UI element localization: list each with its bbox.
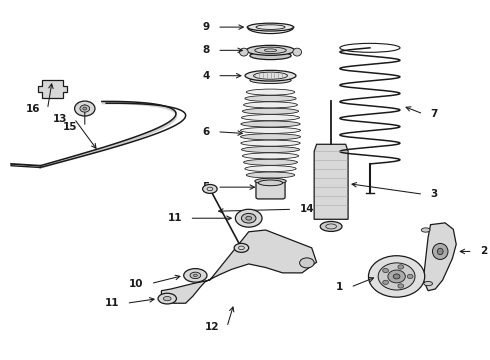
Ellipse shape: [243, 108, 298, 114]
Text: 2: 2: [480, 247, 487, 256]
Ellipse shape: [246, 89, 295, 95]
Text: 4: 4: [202, 71, 210, 81]
Ellipse shape: [244, 102, 297, 108]
Ellipse shape: [246, 216, 251, 220]
Ellipse shape: [241, 121, 300, 127]
Ellipse shape: [244, 159, 297, 165]
Ellipse shape: [241, 127, 300, 134]
Ellipse shape: [245, 166, 296, 172]
Circle shape: [383, 280, 389, 284]
Text: 1: 1: [336, 282, 343, 292]
Polygon shape: [38, 80, 67, 98]
Text: 15: 15: [63, 122, 77, 132]
Ellipse shape: [320, 221, 342, 231]
Ellipse shape: [158, 293, 176, 304]
Ellipse shape: [194, 274, 197, 276]
Ellipse shape: [74, 101, 95, 116]
Ellipse shape: [293, 48, 301, 56]
Ellipse shape: [250, 77, 291, 84]
Text: 9: 9: [203, 22, 210, 32]
Ellipse shape: [83, 107, 87, 110]
Ellipse shape: [240, 48, 248, 56]
Text: 5: 5: [203, 182, 210, 192]
Ellipse shape: [245, 70, 296, 81]
Ellipse shape: [80, 105, 90, 112]
Ellipse shape: [203, 184, 217, 193]
Circle shape: [407, 274, 413, 279]
Ellipse shape: [241, 140, 300, 146]
Circle shape: [383, 269, 389, 273]
Ellipse shape: [163, 296, 171, 301]
Text: 12: 12: [205, 322, 220, 332]
Circle shape: [398, 265, 404, 269]
Text: 10: 10: [129, 279, 144, 289]
Text: 14: 14: [299, 204, 314, 214]
Ellipse shape: [242, 114, 299, 121]
Text: 16: 16: [25, 104, 40, 114]
Ellipse shape: [437, 248, 443, 255]
Ellipse shape: [241, 134, 300, 140]
Circle shape: [388, 270, 405, 283]
Ellipse shape: [246, 45, 295, 55]
Ellipse shape: [245, 95, 296, 102]
Ellipse shape: [190, 272, 201, 279]
Text: 13: 13: [52, 113, 67, 123]
Circle shape: [368, 256, 425, 297]
Text: 6: 6: [203, 127, 210, 137]
Text: 11: 11: [168, 213, 182, 223]
Ellipse shape: [242, 147, 299, 153]
Ellipse shape: [424, 282, 433, 286]
Ellipse shape: [243, 153, 298, 159]
Polygon shape: [314, 144, 348, 219]
Ellipse shape: [242, 213, 256, 223]
Polygon shape: [423, 223, 456, 291]
Circle shape: [378, 263, 415, 290]
Text: 8: 8: [203, 45, 210, 55]
Ellipse shape: [235, 209, 262, 227]
Ellipse shape: [247, 23, 294, 31]
Text: 7: 7: [431, 109, 438, 119]
Ellipse shape: [246, 172, 295, 178]
Ellipse shape: [258, 180, 283, 186]
Ellipse shape: [421, 228, 430, 232]
FancyBboxPatch shape: [256, 181, 285, 199]
Ellipse shape: [184, 269, 207, 282]
Circle shape: [398, 284, 404, 288]
Circle shape: [393, 274, 400, 279]
Ellipse shape: [234, 243, 249, 252]
Text: 3: 3: [431, 189, 438, 199]
Polygon shape: [161, 230, 317, 303]
Ellipse shape: [255, 178, 286, 184]
Ellipse shape: [299, 258, 314, 268]
Ellipse shape: [250, 52, 291, 60]
Ellipse shape: [433, 243, 448, 260]
Text: 11: 11: [105, 298, 119, 308]
